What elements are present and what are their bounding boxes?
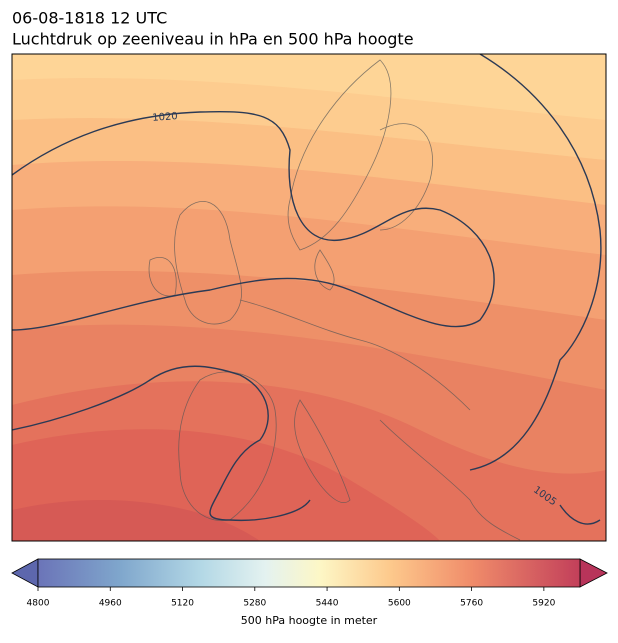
colorbar-label: 500 hPa hoogte in meter	[241, 614, 378, 627]
colorbar-fill	[37, 558, 581, 588]
colorbar	[11, 558, 608, 588]
band	[12, 500, 260, 541]
tick-label: 5760	[460, 599, 483, 609]
tick-label: 5120	[171, 599, 194, 609]
tick-label: 5440	[316, 599, 339, 609]
band	[12, 54, 606, 160]
tick-label: 5920	[532, 599, 555, 609]
coastline	[148, 59, 521, 541]
subtitle: Luchtdruk op zeeniveau in hPa en 500 hPa…	[12, 30, 414, 49]
title: 06-08-1818 12 UTC	[12, 9, 167, 28]
isobar	[12, 54, 602, 525]
extend-max	[579, 558, 608, 588]
tick-label: 4960	[99, 599, 122, 609]
tick-label: 4800	[27, 599, 50, 609]
tick-label: 5600	[388, 599, 411, 609]
map: 1020 1005	[12, 54, 606, 541]
extend-min	[11, 558, 39, 588]
tick-label: 5280	[243, 599, 266, 609]
map-frame	[11, 53, 607, 542]
contour-label: 1020	[152, 111, 178, 124]
